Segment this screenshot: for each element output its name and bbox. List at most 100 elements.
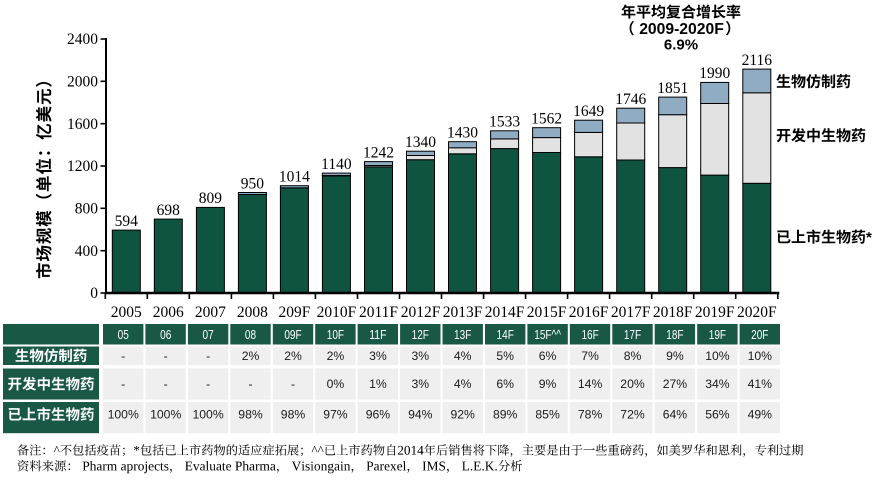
svg-text:41%: 41% [748,377,773,391]
svg-text:3%: 3% [411,349,429,363]
svg-text:100%: 100% [108,407,139,421]
svg-text:3%: 3% [369,349,387,363]
svg-text:1600: 1600 [67,116,98,133]
svg-text:6%: 6% [496,377,514,391]
svg-text:10%: 10% [748,349,773,363]
svg-text:2013F: 2013F [443,304,483,321]
svg-text:85%: 85% [535,407,560,421]
svg-text:7%: 7% [581,349,599,363]
svg-text:20F: 20F [751,327,768,342]
svg-text:27%: 27% [663,377,688,391]
svg-text:19F: 19F [709,327,726,342]
svg-text:08: 08 [245,327,256,342]
svg-text:1014: 1014 [279,169,310,186]
svg-text:8%: 8% [624,349,642,363]
svg-text:0%: 0% [327,377,345,391]
svg-text:09F: 09F [284,327,301,342]
svg-text:11F: 11F [369,327,386,342]
svg-text:1340: 1340 [405,134,436,151]
svg-text:9%: 9% [666,349,684,363]
svg-text:-: - [206,349,210,363]
svg-text:5%: 5% [496,349,514,363]
svg-text:96%: 96% [366,407,391,421]
svg-text:2008: 2008 [237,304,268,321]
svg-text:34%: 34% [705,377,730,391]
svg-text:14%: 14% [578,377,603,391]
svg-text:16F: 16F [581,327,598,342]
svg-text:15F^^: 15F^^ [534,327,561,342]
svg-text:94%: 94% [408,407,433,421]
svg-text:13F: 13F [454,327,471,342]
svg-text:3%: 3% [411,377,429,391]
svg-text:56%: 56% [705,407,730,421]
svg-text:100%: 100% [150,407,181,421]
svg-text:78%: 78% [578,407,603,421]
svg-text:1533: 1533 [489,114,520,131]
svg-text:1200: 1200 [67,158,98,175]
svg-text:1851: 1851 [657,80,688,97]
svg-text:950: 950 [241,175,265,192]
svg-text:1649: 1649 [573,103,604,120]
svg-text:2019F: 2019F [695,304,735,321]
svg-text:89%: 89% [493,407,518,421]
svg-text:-: - [248,377,252,391]
svg-text:2010F: 2010F [317,304,357,321]
svg-text:6%: 6% [539,349,557,363]
svg-text:64%: 64% [663,407,688,421]
svg-text:17F: 17F [624,327,641,342]
svg-text:1242: 1242 [363,144,394,161]
svg-text:2011F: 2011F [359,304,398,321]
svg-text:2%: 2% [284,349,302,363]
svg-text:4%: 4% [454,349,472,363]
svg-text:1746: 1746 [615,91,646,108]
svg-text:800: 800 [75,201,99,218]
svg-text:2016F: 2016F [569,304,609,321]
svg-text:2009-2020F: 2009-2020F [639,21,724,38]
svg-text:07: 07 [203,327,214,342]
svg-text:2%: 2% [327,349,345,363]
svg-text:10%: 10% [705,349,730,363]
svg-text:1430: 1430 [447,125,478,142]
svg-text:-: - [121,377,125,391]
svg-text:-: - [164,377,168,391]
svg-text:2005: 2005 [111,304,142,321]
svg-text:2015F: 2015F [527,304,567,321]
svg-text:2116: 2116 [742,52,773,69]
svg-text:49%: 49% [748,407,773,421]
svg-text:-: - [291,377,295,391]
svg-text:2017F: 2017F [611,304,651,321]
svg-text:6.9%: 6.9% [664,36,698,53]
svg-text:594: 594 [115,213,139,230]
svg-text:0: 0 [90,285,98,302]
svg-text:2018F: 2018F [653,304,693,321]
svg-text:-: - [206,377,210,391]
svg-text:2000: 2000 [67,74,98,91]
svg-text:10F: 10F [327,327,344,342]
svg-text:2014F: 2014F [485,304,525,321]
svg-text:1562: 1562 [531,111,562,128]
svg-text:72%: 72% [620,407,645,421]
svg-text:06: 06 [160,327,171,342]
svg-text:20%: 20% [620,377,645,391]
svg-text:1%: 1% [369,377,387,391]
svg-text:4%: 4% [454,377,472,391]
svg-text:-: - [164,349,168,363]
svg-text:100%: 100% [193,407,224,421]
svg-text:-: - [121,349,125,363]
svg-text:97%: 97% [323,407,348,421]
svg-text:98%: 98% [238,407,263,421]
svg-text:2020F: 2020F [737,304,777,321]
svg-text:05: 05 [118,327,129,342]
svg-text:92%: 92% [450,407,475,421]
svg-text:2012F: 2012F [401,304,441,321]
svg-text:2%: 2% [242,349,260,363]
svg-text:18F: 18F [666,327,683,342]
svg-text:2400: 2400 [67,31,98,48]
svg-text:14F: 14F [497,327,514,342]
svg-text:400: 400 [75,243,99,260]
svg-text:809: 809 [199,190,223,207]
svg-text:698: 698 [157,202,181,219]
svg-text:2006: 2006 [153,304,184,321]
svg-text:98%: 98% [281,407,306,421]
svg-text:209F: 209F [278,304,310,321]
